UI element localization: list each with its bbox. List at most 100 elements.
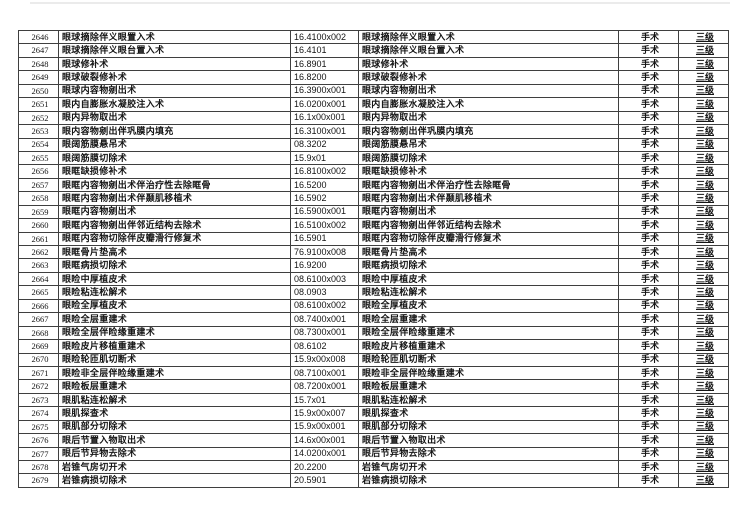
row-number: 2678 <box>18 459 59 475</box>
table-row: 2666 眼睑全厚植皮术 08.6100x002 眼睑全厚植皮术 手术 三级 <box>18 298 729 314</box>
procedure-name-repeat: 眼眶内容物剜出术 <box>358 204 619 220</box>
procedure-code: 16.8100x002 <box>290 164 359 179</box>
category-cell: 手术 <box>618 379 679 394</box>
procedure-name-repeat: 眼睑全层伴睑缘重建术 <box>358 325 619 341</box>
procedure-name-repeat: 眼球摘除伴义眼台置入术 <box>358 43 619 58</box>
row-number: 2672 <box>18 379 59 394</box>
table-row: 2647 眼球摘除伴义眼台置入术 16.4101 眼球摘除伴义眼台置入术 手术 三级 <box>18 43 729 58</box>
level-cell: 三级 <box>678 204 729 220</box>
row-number: 2658 <box>18 191 59 206</box>
procedure-code: 20.2200 <box>290 459 359 475</box>
row-number: 2652 <box>18 110 59 126</box>
procedure-name: 眼后节异物去除术 <box>58 446 291 462</box>
procedure-name: 眼球摘除伴义眼置入术 <box>58 29 291 45</box>
table-row: 2654 眼阔筋膜悬吊术 08.3202 眼阔筋膜悬吊术 手术 三级 <box>18 137 729 152</box>
procedure-name-repeat: 眼睑全厚植皮术 <box>358 298 619 314</box>
procedure-name: 眼球破裂修补术 <box>58 70 291 85</box>
procedure-name-repeat: 眼睑非全层伴睑缘重建术 <box>358 365 619 381</box>
category-cell: 手术 <box>618 258 679 273</box>
level-cell: 三级 <box>678 406 729 421</box>
procedure-code: 16.0200x001 <box>290 97 359 112</box>
category-cell: 手术 <box>618 419 679 435</box>
category-cell: 手术 <box>618 325 679 341</box>
row-number: 2649 <box>18 70 59 85</box>
procedure-code: 14.0200x001 <box>290 446 359 462</box>
row-number: 2648 <box>18 56 59 72</box>
procedure-name-repeat: 眼球破裂修补术 <box>358 70 619 85</box>
level-cell: 三级 <box>678 70 729 85</box>
procedure-name-repeat: 眼眶骨片垫高术 <box>358 244 619 260</box>
procedure-code: 16.5200 <box>290 177 359 193</box>
row-number: 2673 <box>18 392 59 408</box>
category-cell: 手术 <box>618 218 679 233</box>
table-row: 2653 眼内容物剜出伴巩膜内填充 16.3100x001 眼内容物剜出伴巩膜内填充手… <box>18 124 729 139</box>
procedure-name: 眼肌部分切除术 <box>58 419 291 435</box>
level-cell: 三级 <box>678 365 729 381</box>
procedure-name: 眼睑粘连松解术 <box>58 285 291 300</box>
level-cell: 三级 <box>678 231 729 247</box>
procedure-code: 16.5902 <box>290 191 359 206</box>
procedure-name-repeat: 眼球内容物剜出术 <box>358 83 619 99</box>
category-cell: 手术 <box>618 271 679 287</box>
category-cell: 手术 <box>618 164 679 179</box>
procedure-name-repeat: 眼眶病损切除术 <box>358 258 619 273</box>
procedure-name-repeat: 眼后节置入物取出术 <box>358 433 619 448</box>
level-cell: 三级 <box>678 325 729 341</box>
category-cell: 手术 <box>618 285 679 300</box>
category-cell: 手术 <box>618 244 679 260</box>
level-cell: 三级 <box>678 137 729 152</box>
procedure-name: 眼眶内容物切除伴皮瓣滑行修复术 <box>58 231 291 247</box>
level-cell: 三级 <box>678 97 729 112</box>
procedure-code: 14.6x00x001 <box>290 433 359 448</box>
procedure-code: 15.7x01 <box>290 392 359 408</box>
category-cell: 手术 <box>618 56 679 72</box>
row-number: 2659 <box>18 204 59 220</box>
category-cell: 手术 <box>618 339 679 354</box>
row-number: 2676 <box>18 433 59 448</box>
table-row: 2679 岩锥病损切除术 20.5901 岩锥病损切除术 手术 三级 <box>18 473 729 488</box>
procedure-name: 眼睑板层重建术 <box>58 379 291 394</box>
procedure-name: 眼内容物剜出伴巩膜内填充 <box>58 124 291 139</box>
level-cell: 三级 <box>678 352 729 367</box>
row-number: 2653 <box>18 124 59 139</box>
category-cell: 手术 <box>618 365 679 381</box>
category-cell: 手术 <box>618 70 679 85</box>
procedure-name: 岩锥气房切开术 <box>58 459 291 475</box>
row-number: 2669 <box>18 339 59 354</box>
procedure-name-repeat: 眼睑中厚植皮术 <box>358 271 619 287</box>
table-row: 2659 眼眶内容物剜出术 16.5900x001 眼眶内容物剜出术 手术 三级 <box>18 204 729 220</box>
level-cell: 三级 <box>678 110 729 126</box>
procedure-name-repeat: 眼眶内容物切除伴皮瓣滑行修复术 <box>358 231 619 247</box>
procedure-code: 08.3202 <box>290 137 359 152</box>
procedure-code: 16.5900x001 <box>290 204 359 220</box>
procedure-name: 眼眶缺损修补术 <box>58 164 291 179</box>
procedure-name: 眼球修补术 <box>58 56 291 72</box>
level-cell: 三级 <box>678 312 729 327</box>
table-row: 2671 眼睑非全层伴睑缘重建术 08.7100x001 眼睑非全层伴睑缘重建术 手术三… <box>18 365 729 381</box>
procedure-name: 眼睑皮片移植重建术 <box>58 339 291 354</box>
category-cell: 手术 <box>618 191 679 206</box>
table-row: 2675 眼肌部分切除术 15.9x00x001 眼肌部分切除术 手术 三级 <box>18 419 729 435</box>
row-number: 2656 <box>18 164 59 179</box>
category-cell: 手术 <box>618 473 679 488</box>
procedure-name: 眼睑全厚植皮术 <box>58 298 291 314</box>
category-cell: 手术 <box>618 204 679 220</box>
table-row: 2648 眼球修补术 16.8901 眼球修补术 手术 三级 <box>18 56 729 72</box>
table-row: 2661 眼眶内容物切除伴皮瓣滑行修复术 16.5901 眼眶内容物切除伴皮瓣滑行修复… <box>18 231 729 247</box>
category-cell: 手术 <box>618 83 679 99</box>
procedure-code: 08.7400x001 <box>290 312 359 327</box>
procedure-name-repeat: 眼眶缺损修补术 <box>358 164 619 179</box>
row-number: 2677 <box>18 446 59 462</box>
category-cell: 手术 <box>618 29 679 45</box>
procedure-code: 16.4100x002 <box>290 29 359 45</box>
row-number: 2660 <box>18 218 59 233</box>
level-cell: 三级 <box>678 339 729 354</box>
procedure-code: 20.5901 <box>290 473 359 488</box>
procedure-code: 16.1x00x001 <box>290 110 359 126</box>
level-cell: 三级 <box>678 191 729 206</box>
procedure-name: 眼眶内容物剜出术伴颞肌移植术 <box>58 191 291 206</box>
procedure-code: 08.7300x001 <box>290 325 359 341</box>
procedure-code: 08.0903 <box>290 285 359 300</box>
table-row: 2655 眼阔筋膜切除术 15.9x01 眼阔筋膜切除术 手术 三级 <box>18 150 729 166</box>
row-number: 2670 <box>18 352 59 367</box>
